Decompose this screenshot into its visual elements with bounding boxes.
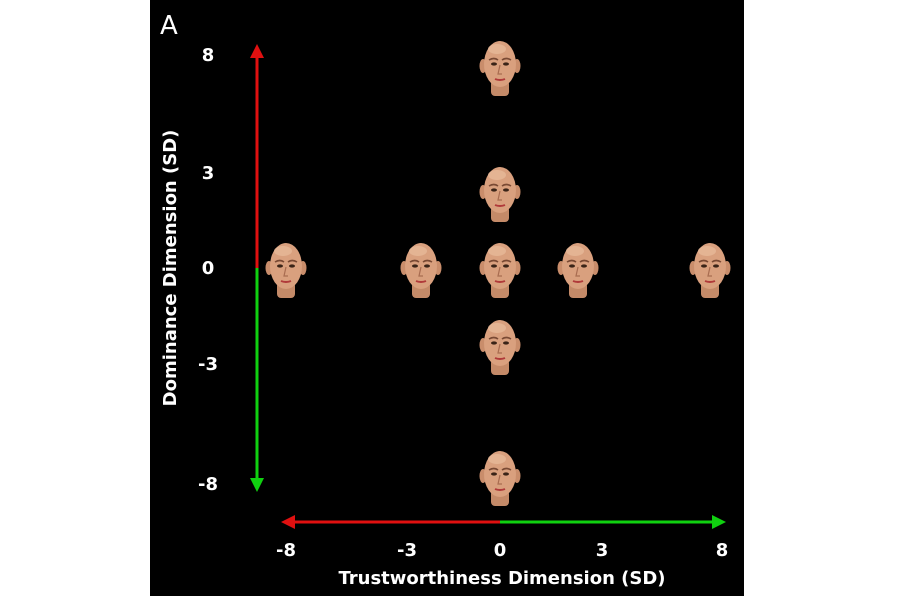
x-tick-label: -3 <box>397 540 417 561</box>
face-marker <box>479 41 521 96</box>
panel-label: A <box>160 11 178 41</box>
face-marker <box>689 243 731 298</box>
face-marker <box>557 243 599 298</box>
y-tick-label: 3 <box>202 163 215 184</box>
x-tick-label: 0 <box>494 540 507 561</box>
face-marker <box>479 320 521 375</box>
face-markers <box>265 41 731 506</box>
y-tick-label: 0 <box>202 258 215 279</box>
x-tick-label: -8 <box>276 540 296 561</box>
chart-svg: A 8 3 0 -3 -8 -8 -3 0 3 8 Trustworthines… <box>160 11 731 589</box>
face-marker <box>265 243 307 298</box>
face-marker <box>479 243 521 298</box>
y-axis-title: Dominance Dimension (SD) <box>160 130 181 407</box>
y-tick-label: 8 <box>202 45 215 66</box>
face-marker <box>400 243 442 298</box>
y-axis-negative-arrowhead <box>250 478 264 492</box>
y-tick-label: -8 <box>198 474 218 495</box>
x-axis-positive-arrowhead <box>712 515 726 529</box>
face-marker <box>479 451 521 506</box>
x-tick-label: 8 <box>716 540 729 561</box>
figure-panel: A 8 3 0 -3 -8 -8 -3 0 3 8 Trustworthines… <box>150 0 744 596</box>
x-axis-negative-arrowhead <box>281 515 295 529</box>
x-axis-title: Trustworthiness Dimension (SD) <box>338 568 665 589</box>
y-tick-label: -3 <box>198 354 218 375</box>
y-axis-positive-arrowhead <box>250 44 264 58</box>
face-marker <box>479 167 521 222</box>
x-tick-label: 3 <box>596 540 609 561</box>
